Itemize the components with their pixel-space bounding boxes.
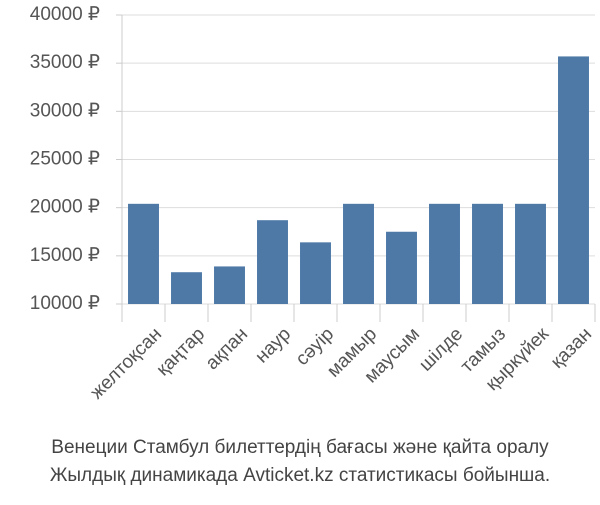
y-tick-label: 20000 ₽: [30, 197, 100, 218]
bar: [257, 220, 288, 304]
bar: [214, 266, 245, 304]
x-tick-label: қаңтар: [153, 324, 210, 381]
chart-title: Венеции Стамбул билеттердің бағасы және …: [51, 437, 549, 458]
x-tick-label: ақпан: [202, 324, 252, 374]
bar: [429, 203, 460, 304]
bar: [515, 203, 546, 304]
bar: [128, 203, 159, 304]
bar: [472, 203, 503, 304]
y-tick-label: 15000 ₽: [30, 245, 100, 266]
y-tick-label: 40000 ₽: [30, 4, 100, 25]
bar: [300, 242, 331, 304]
x-tick-label: қазан: [547, 324, 596, 373]
bar: [343, 203, 374, 304]
y-tick-label: 30000 ₽: [30, 100, 100, 121]
bar: [386, 231, 417, 304]
bar: [558, 56, 589, 304]
y-tick-label: 25000 ₽: [30, 149, 100, 170]
x-tick-label: шілде: [415, 324, 467, 376]
y-tick-label: 10000 ₽: [30, 293, 100, 314]
chart-title: Жылдық динамикада Avticket.kz статистика…: [50, 465, 550, 486]
bar: [171, 272, 202, 304]
x-tick-label: наур: [251, 324, 295, 368]
y-tick-label: 35000 ₽: [30, 52, 100, 73]
